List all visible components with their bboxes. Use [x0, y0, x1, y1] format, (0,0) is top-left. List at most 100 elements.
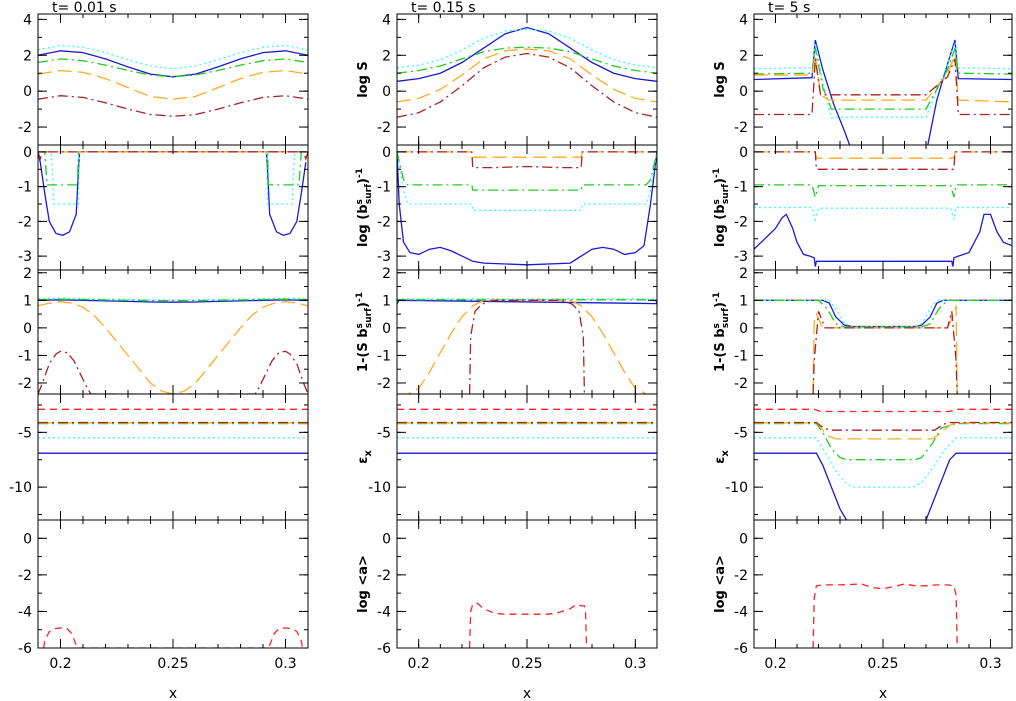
y-tick-label: -4	[18, 604, 32, 620]
series-line-s1	[754, 39, 1012, 145]
x-tick-label: 0.3	[274, 656, 296, 672]
y-tick-label: -4	[377, 604, 391, 620]
y-tick-label: -1	[377, 348, 391, 364]
series-line-s3	[754, 422, 1012, 461]
y-tick-label: 0	[23, 84, 32, 100]
series-line-s3	[38, 151, 308, 186]
y-tick-label: 0	[382, 531, 391, 547]
column-title: t= 5 s	[768, 0, 810, 16]
series-line-s5	[38, 350, 308, 394]
column-title: t= 0.15 s	[411, 0, 476, 16]
x-tick-label: 0.2	[408, 656, 430, 672]
x-tick-label: 0.2	[49, 656, 71, 672]
y-axis-label: εx	[713, 450, 731, 464]
x-axis-label: x	[169, 686, 177, 701]
x-tick-label: 0.2	[764, 656, 786, 672]
series-group	[754, 39, 1012, 145]
series-line-s2	[397, 151, 657, 211]
column-title: t= 0.01 s	[52, 0, 117, 16]
series-line-s1	[38, 50, 308, 78]
x-axis-label: x	[879, 686, 887, 701]
series-line-s3	[754, 184, 1012, 200]
y-tick-label: -2	[377, 120, 391, 136]
panel-loga-2: -6 -4 -2 0 log <a>	[713, 519, 1013, 657]
x-tick-label: 0.25	[867, 656, 898, 672]
y-tick-label: -2	[734, 214, 748, 230]
panel-logS-2: -2 0 2 4 log S	[713, 12, 1013, 146]
y-axis-label: εx	[356, 450, 374, 464]
series-line-s5	[38, 95, 308, 117]
y-tick-label: -3	[377, 249, 391, 265]
series-line-s4	[812, 305, 958, 394]
y-axis-label: log S	[356, 61, 371, 98]
y-tick-label: -5	[18, 425, 32, 441]
y-tick-label: 2	[382, 266, 391, 282]
x-axis-label: x	[523, 686, 531, 701]
series-line-s5	[754, 58, 1012, 116]
y-tick-label: 0	[382, 84, 391, 100]
panel-logS-1: -2 0 2 4 log S	[356, 12, 658, 146]
series-group	[38, 44, 308, 117]
series-group	[38, 297, 308, 394]
series-line-s2	[754, 206, 1012, 223]
series-line-s2	[754, 437, 1012, 488]
y-tick-label: -1	[377, 180, 391, 196]
y-tick-label: -2	[734, 376, 748, 392]
y-tick-label: 0	[23, 531, 32, 547]
series-line-s5	[754, 151, 1012, 170]
y-tick-label: -5	[377, 425, 391, 441]
y-tick-label: -10	[9, 480, 32, 496]
series-line-s6	[42, 627, 304, 648]
series-line-s2	[38, 44, 308, 70]
series-line-s3	[397, 151, 657, 191]
y-tick-label: 4	[382, 12, 391, 28]
y-tick-label: -2	[18, 376, 32, 392]
series-line-s4	[38, 69, 308, 100]
series-line-s5	[754, 421, 1012, 431]
y-tick-label: -10	[725, 480, 748, 496]
series-group	[754, 299, 1012, 394]
series-line-s4	[38, 301, 308, 394]
panel-oneminus-2: -2 -1 0 1 2 1-(S bssurf)-1	[712, 266, 1013, 395]
y-tick-label: -3	[734, 249, 748, 265]
series-line-s2	[754, 299, 1012, 328]
series-line-s2	[397, 28, 657, 69]
panel-oneminus-0: -2 -1 0 1 2	[18, 266, 309, 395]
x-tick-label: 0.25	[511, 656, 542, 672]
series-line-s4	[397, 48, 657, 103]
y-tick-label: 2	[739, 266, 748, 282]
x-tick-label: 0.25	[157, 656, 188, 672]
y-tick-label: 0	[739, 145, 748, 161]
y-tick-label: 2	[23, 266, 32, 282]
y-tick-label: -6	[734, 641, 748, 657]
x-tick-label: 0.3	[979, 656, 1001, 672]
y-axis-label: log <a>	[713, 555, 728, 613]
y-axis-label: log (bssurf)-1	[712, 168, 731, 247]
series-line-s1	[754, 452, 1012, 520]
y-axis-label: 1-(S bssurf)-1	[712, 292, 731, 372]
y-tick-label: -2	[377, 214, 391, 230]
series-line-s5	[397, 52, 657, 118]
series-group	[42, 627, 304, 648]
y-tick-label: -1	[734, 348, 748, 364]
series-line-s3	[754, 47, 1012, 110]
y-tick-label: -3	[18, 249, 32, 265]
y-tick-label: -4	[734, 604, 748, 620]
y-axis-label: log S	[713, 61, 728, 98]
series-line-s3	[397, 46, 657, 74]
y-tick-label: -2	[734, 568, 748, 584]
y-tick-label: -5	[734, 425, 748, 441]
plot-grid: t= 0.01 s-2024-3-2-10-2-1012-10-5-6-4-20…	[9, 0, 1013, 701]
y-tick-label: 0	[739, 321, 748, 337]
series-line-s5	[812, 311, 958, 394]
y-axis-label: 1-(S bssurf)-1	[355, 292, 374, 372]
series-line-s1	[754, 213, 1012, 267]
y-axis-label: log (bssurf)-1	[355, 168, 374, 247]
y-tick-label: -2	[18, 568, 32, 584]
series-line-s3	[38, 58, 308, 78]
y-tick-label: -2	[18, 214, 32, 230]
series-line-s6	[812, 583, 958, 648]
y-tick-label: -1	[18, 348, 32, 364]
y-tick-label: 2	[382, 48, 391, 64]
